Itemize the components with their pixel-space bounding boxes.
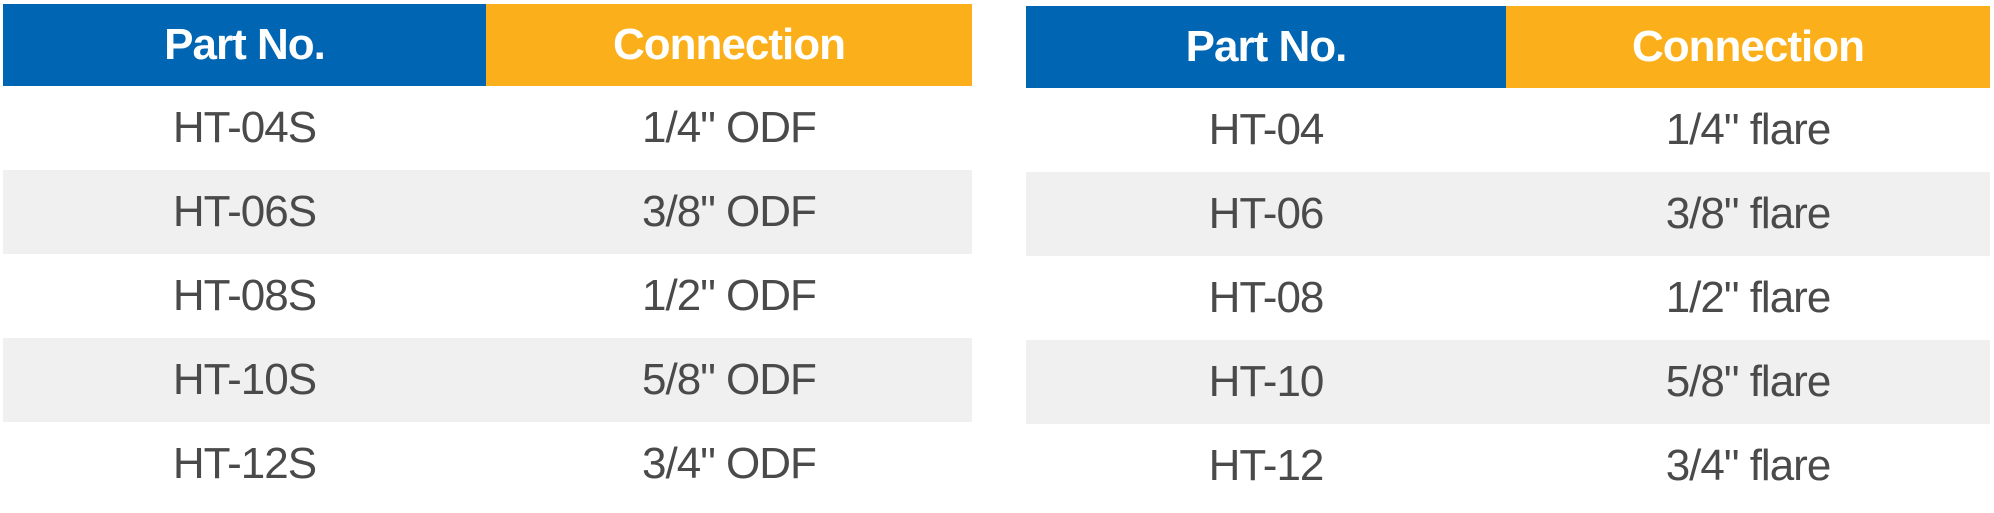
table-cell: 5/8" ODF [486,338,972,422]
header-cell: Connection [1506,6,1990,88]
table-row: HT-08S 1/2" ODF [3,254,972,338]
table-cell: 3/4" flare [1665,441,1832,490]
table-cell: HT-06 [1026,172,1506,256]
table-row: HT-04S 1/4" ODF [3,86,972,170]
table-cell: HT-04S [172,103,317,152]
header-cell: Part No. [1026,6,1506,88]
parts-table: Part No. Connection HT-04 1/4" flare HT-06 3/… [1026,6,1990,508]
table-cell: HT-10S [3,338,486,422]
table-cell: 3/8" ODF [486,170,972,254]
table-cell: HT-08S [172,271,317,320]
table-row: HT-12S 3/4" ODF [3,422,972,506]
header-row: Part No. Connection [3,4,972,86]
header-cell: Connection [486,4,972,86]
table-cell: HT-12 [1208,441,1325,490]
header-cell: Part No. [3,4,486,86]
table-cell: HT-12S [172,439,317,488]
table-cell: HT-06S [3,170,486,254]
table-row: HT-06S 3/8" ODF [3,170,972,254]
table-cell: 1/4" flare [1665,105,1832,154]
table-cell: 3/4" ODF [642,439,817,488]
table-cell: 5/8" flare [1506,340,1990,424]
parts-table: Part No. Connection HT-04S 1/4" ODF HT-06S 3/… [3,4,972,506]
table-cell: HT-10 [1026,340,1506,424]
table-row: HT-04 1/4" flare [1026,88,1990,172]
table-row: HT-12 3/4" flare [1026,424,1990,508]
table-cell: 1/2" flare [1665,273,1832,322]
table-row: HT-06 3/8" flare [1026,172,1990,256]
table-row: HT-10 5/8" flare [1026,340,1990,424]
table-row: HT-10S 5/8" ODF [3,338,972,422]
table-cell: HT-04 [1208,105,1325,154]
table-cell: HT-08 [1208,273,1325,322]
table-cell: 1/2" ODF [642,271,817,320]
table-cell: 1/4" ODF [642,103,817,152]
header-row: Part No. Connection [1026,6,1990,88]
table-row: HT-08 1/2" flare [1026,256,1990,340]
table-cell: 3/8" flare [1506,172,1990,256]
